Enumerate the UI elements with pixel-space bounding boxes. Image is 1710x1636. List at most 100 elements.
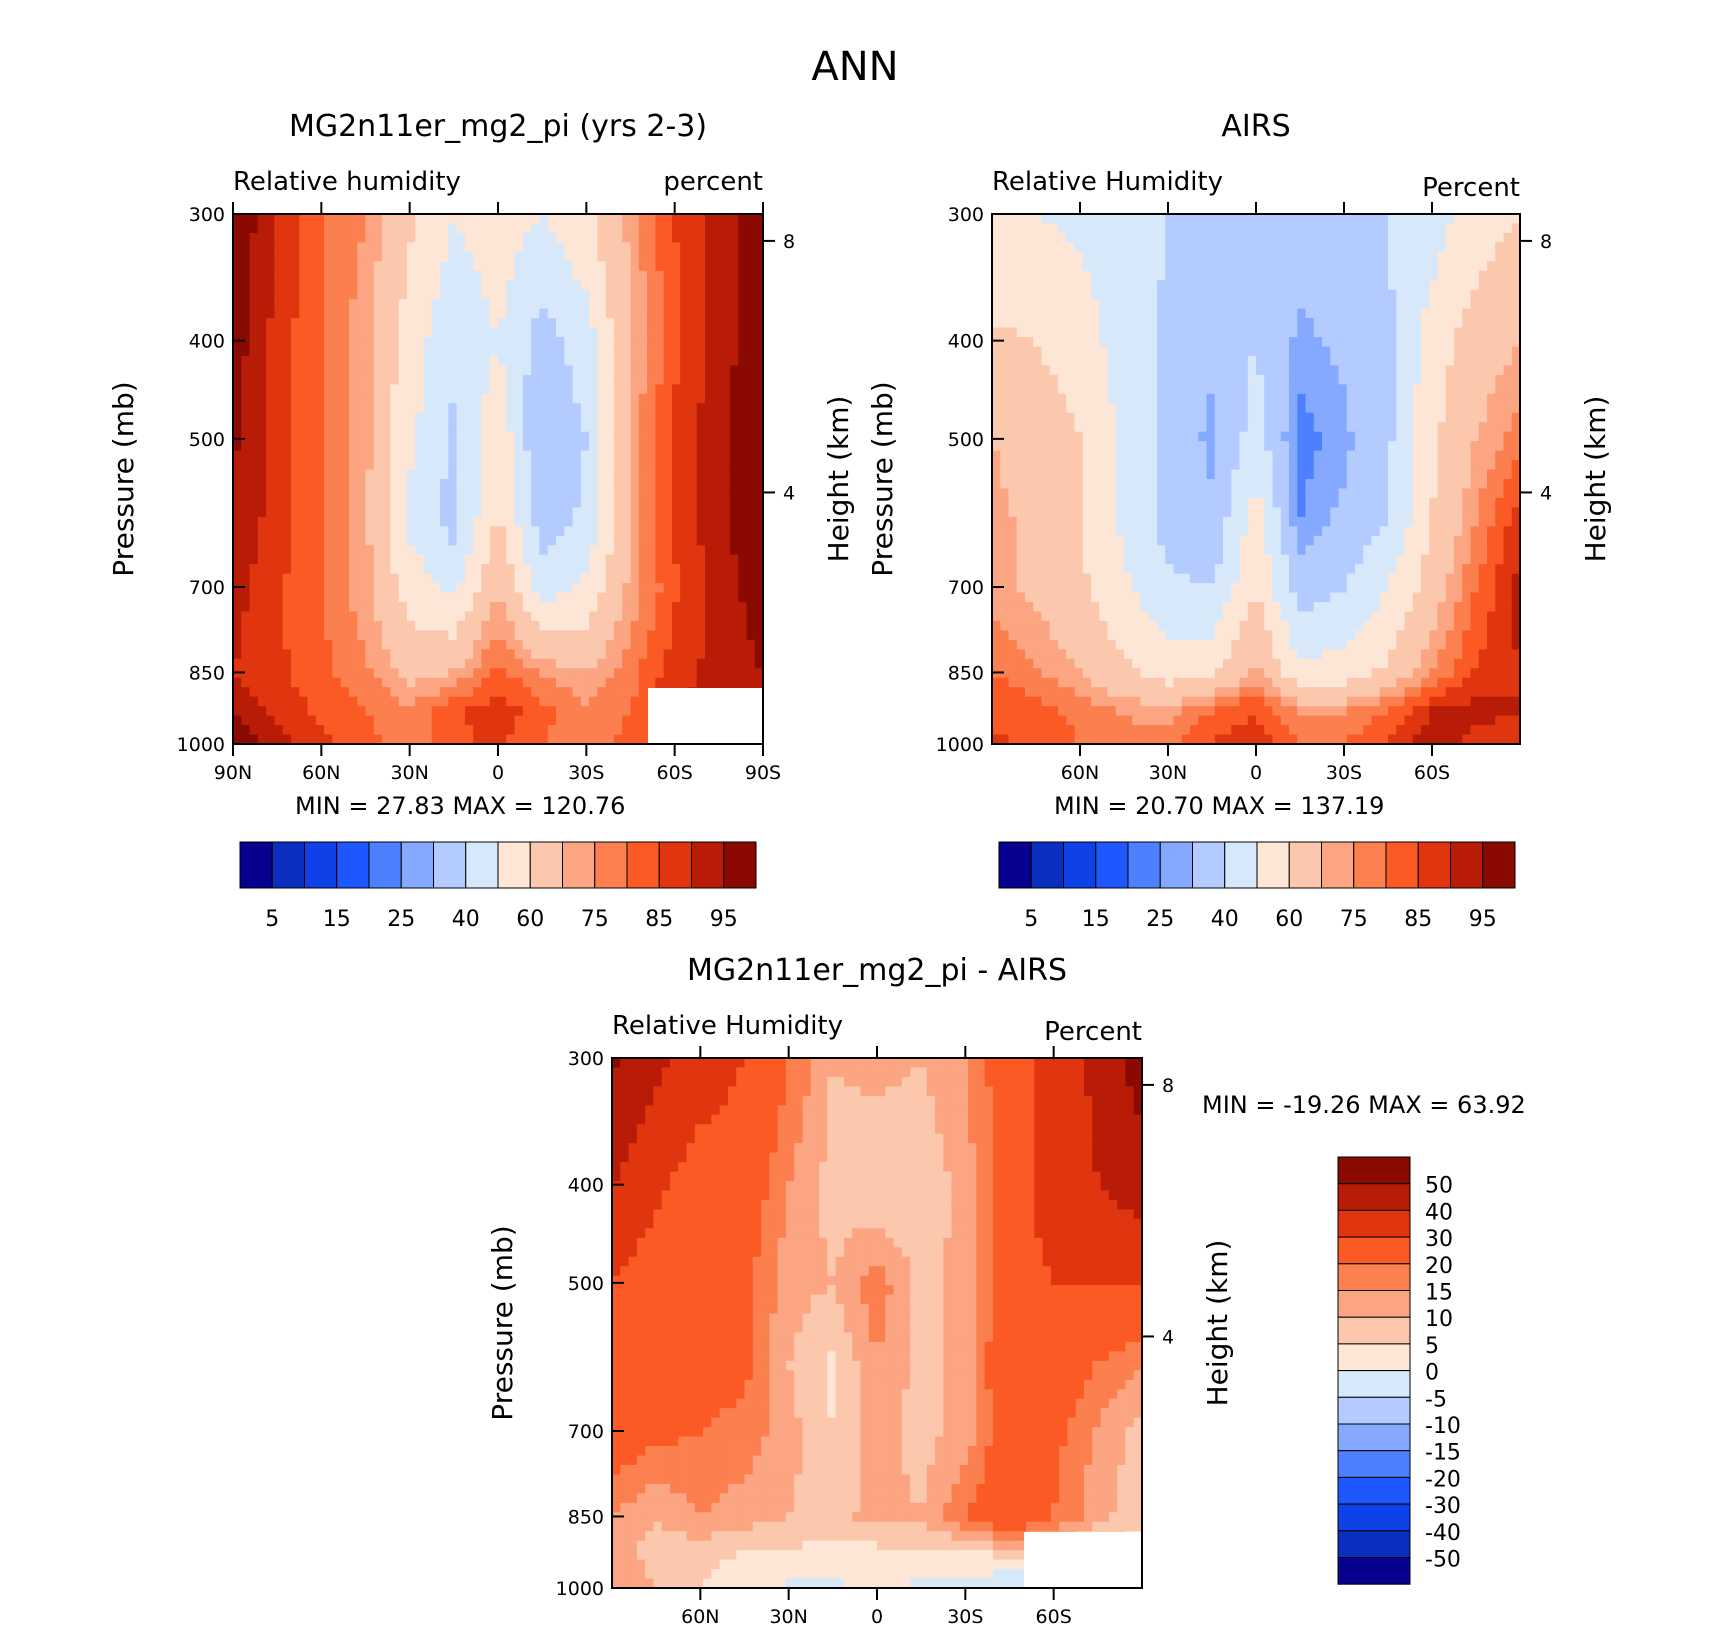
contour-cell	[308, 612, 317, 622]
contour-cell	[382, 290, 391, 300]
contour-cell	[1198, 394, 1207, 404]
contour-cell	[1372, 252, 1381, 262]
contour-cell	[357, 451, 366, 461]
contour-cell	[589, 630, 598, 640]
contour-cell	[457, 394, 466, 404]
contour-cell	[1132, 384, 1141, 394]
contour-cell	[1446, 375, 1455, 385]
contour-cell	[597, 470, 606, 480]
contour-cell	[523, 640, 532, 650]
contour-cell	[1025, 223, 1034, 233]
contour-cell	[341, 687, 350, 697]
contour-cell	[1438, 384, 1447, 394]
contour-cell	[1471, 337, 1480, 347]
contour-cell	[1017, 413, 1026, 423]
contour-cell	[639, 441, 648, 451]
contour-cell	[498, 621, 507, 631]
contour-cell	[614, 517, 623, 527]
contour-cell	[581, 649, 590, 659]
contour-cell	[316, 498, 325, 508]
contour-cell	[316, 422, 325, 432]
contour-cell	[1256, 328, 1265, 338]
contour-cell	[722, 564, 731, 574]
contour-cell	[258, 507, 267, 517]
contour-cell	[291, 649, 300, 659]
contour-cell	[1495, 233, 1504, 243]
contour-cell	[473, 403, 482, 413]
contour-cell	[498, 716, 507, 726]
contour-cell	[614, 479, 623, 489]
contour-cell	[1380, 280, 1389, 290]
contour-cell	[622, 678, 631, 688]
contour-cell	[390, 337, 399, 347]
contour-cell	[283, 668, 292, 678]
contour-cell	[1033, 413, 1042, 423]
contour-cell	[556, 517, 565, 527]
contour-cell	[992, 337, 1001, 347]
contour-cell	[1421, 242, 1430, 252]
contour-cell	[589, 621, 598, 631]
contour-cell	[705, 488, 714, 498]
contour-cell	[465, 375, 474, 385]
contour-cell	[407, 384, 416, 394]
contour-cell	[349, 403, 358, 413]
contour-cell	[680, 668, 689, 678]
contour-cell	[688, 602, 697, 612]
contour-cell	[664, 668, 673, 678]
contour-cell	[1363, 328, 1372, 338]
contour-cell	[283, 621, 292, 631]
contour-cell	[1058, 318, 1067, 328]
contour-cell	[448, 309, 457, 319]
contour-cell	[440, 555, 449, 565]
contour-cell	[440, 441, 449, 451]
contour-cell	[448, 574, 457, 584]
contour-cell	[341, 659, 350, 669]
contour-cell	[374, 488, 383, 498]
contour-cell	[1017, 252, 1026, 262]
contour-cell	[448, 545, 457, 555]
contour-cell	[1174, 214, 1183, 224]
contour-cell	[606, 716, 615, 726]
contour-cell	[1009, 347, 1018, 357]
contour-cell	[1297, 223, 1306, 233]
contour-cell	[1223, 356, 1232, 366]
contour-cell	[1495, 252, 1504, 262]
contour-cell	[374, 328, 383, 338]
contour-cell	[1174, 328, 1183, 338]
contour-cell	[515, 630, 524, 640]
contour-cell	[1017, 384, 1026, 394]
contour-cell	[539, 441, 548, 451]
contour-cell	[573, 668, 582, 678]
contour-cell	[672, 583, 681, 593]
contour-cell	[423, 223, 432, 233]
contour-cell	[490, 328, 499, 338]
contour-cell	[589, 488, 598, 498]
contour-cell	[316, 630, 325, 640]
contour-cell	[515, 649, 524, 659]
contour-cell	[440, 403, 449, 413]
contour-cell	[705, 649, 714, 659]
contour-cell	[688, 536, 697, 546]
contour-cell	[597, 630, 606, 640]
contour-cell	[688, 394, 697, 404]
contour-cell	[746, 441, 755, 451]
contour-cell	[1083, 261, 1092, 271]
contour-cell	[374, 687, 383, 697]
contour-cell	[457, 555, 466, 565]
contour-cell	[515, 422, 524, 432]
contour-cell	[1215, 309, 1224, 319]
contour-cell	[688, 678, 697, 688]
contour-cell	[1083, 394, 1092, 404]
contour-cell	[407, 716, 416, 726]
contour-cell	[366, 403, 375, 413]
contour-cell	[308, 214, 317, 224]
contour-cell	[440, 432, 449, 442]
contour-cell	[407, 470, 416, 480]
contour-cell	[1363, 252, 1372, 262]
contour-cell	[1487, 280, 1496, 290]
contour-cell	[531, 488, 540, 498]
contour-cell	[1149, 233, 1158, 243]
contour-cell	[515, 280, 524, 290]
contour-cell	[423, 507, 432, 517]
contour-cell	[1231, 214, 1240, 224]
